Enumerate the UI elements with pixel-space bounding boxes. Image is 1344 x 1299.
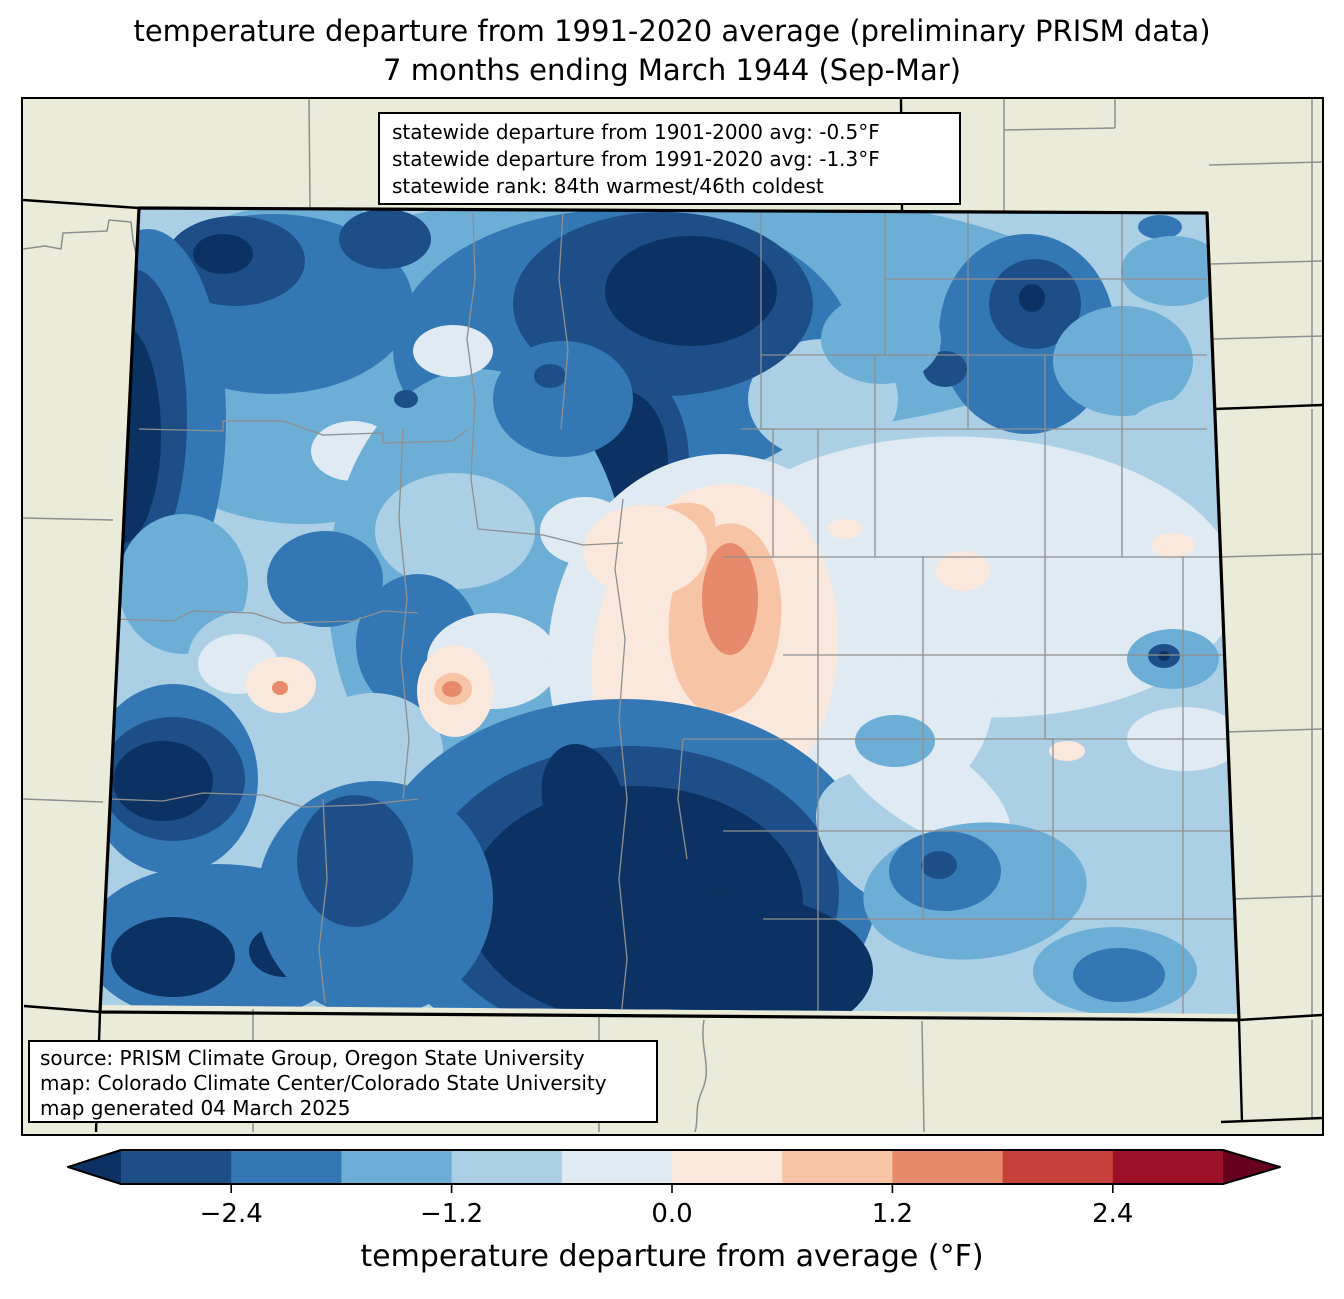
colorbar: −2.4 −1.2 0.0 1.2 2.4 temperature departure … bbox=[67, 1149, 1281, 1274]
stats-line-1901-2000: statewide departure from 1901-2000 avg: … bbox=[392, 120, 880, 144]
contour-fill-layer bbox=[101, 208, 1238, 1014]
figure-title: temperature departure from 1991-2020 ave… bbox=[0, 12, 1344, 90]
source-box: source: PRISM Climate Group, Oregon Stat… bbox=[28, 1040, 658, 1123]
colorbar-segment bbox=[1112, 1150, 1224, 1184]
colorbar-segment bbox=[451, 1150, 563, 1184]
colorbar-axis-label: temperature departure from average (°F) bbox=[360, 1239, 983, 1274]
generated-date-line: map generated 04 March 2025 bbox=[40, 1096, 351, 1120]
map-frame bbox=[21, 97, 1324, 1136]
colorbar-segment bbox=[341, 1150, 453, 1184]
colorbar-under-arrow bbox=[68, 1150, 121, 1184]
colorbar-tick-layer: −2.4 −1.2 0.0 1.2 2.4 bbox=[200, 1184, 1133, 1229]
colorado-anomaly-map bbox=[23, 99, 1322, 1132]
colorbar-segment bbox=[231, 1150, 342, 1184]
colorbar-segment bbox=[121, 1150, 232, 1184]
title-line-2: 7 months ending March 1944 (Sep-Mar) bbox=[383, 53, 961, 87]
colorbar-tick-label: 2.4 bbox=[1092, 1199, 1133, 1229]
colorbar-segments bbox=[121, 1150, 1224, 1184]
colorbar-tick-label: 1.2 bbox=[872, 1199, 913, 1229]
colorbar-tick-label: −2.4 bbox=[200, 1199, 263, 1229]
state-border bbox=[98, 206, 1241, 1022]
colorbar-segment bbox=[892, 1150, 1004, 1184]
colorbar-tick-label: −1.2 bbox=[420, 1199, 483, 1229]
colorbar-segment bbox=[1002, 1150, 1114, 1184]
colorbar-over-arrow bbox=[1223, 1150, 1280, 1184]
title-line-1: temperature departure from 1991-2020 ave… bbox=[133, 14, 1211, 48]
map-credit-line: map: Colorado Climate Center/Colorado St… bbox=[40, 1071, 607, 1095]
source-line: source: PRISM Climate Group, Oregon Stat… bbox=[40, 1046, 585, 1070]
county-lines-layer bbox=[108, 212, 1238, 1014]
neighbor-county-lines bbox=[23, 99, 1322, 1132]
colorbar-segment bbox=[672, 1150, 783, 1184]
stats-line-1991-2020: statewide departure from 1991-2020 avg: … bbox=[392, 147, 880, 171]
stats-box: statewide departure from 1901-2000 avg: … bbox=[378, 112, 961, 205]
colorbar-segment bbox=[782, 1150, 893, 1184]
colorbar-segment bbox=[561, 1150, 673, 1184]
colorbar-tick-label: 0.0 bbox=[651, 1199, 692, 1229]
stats-line-rank: statewide rank: 84th warmest/46th coldes… bbox=[392, 174, 824, 198]
colorbar-outline bbox=[67, 1149, 1281, 1185]
